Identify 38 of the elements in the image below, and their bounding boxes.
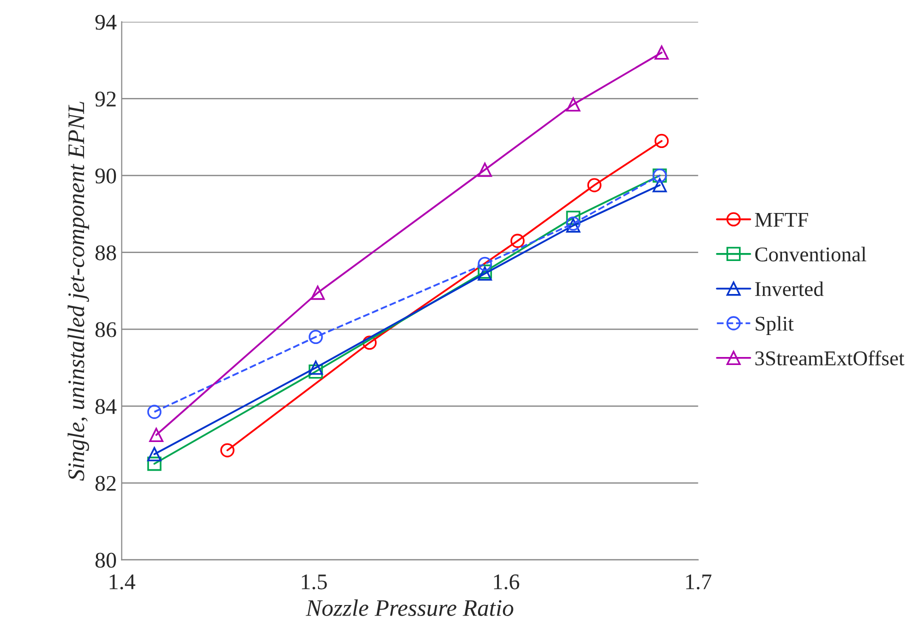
- y-tick-label: 94: [95, 14, 116, 30]
- y-tick-label: 88: [95, 245, 116, 260]
- y-tick-label: 90: [95, 168, 116, 184]
- y-tick-label: 86: [95, 322, 116, 338]
- point: [587, 178, 602, 192]
- point: [566, 210, 580, 225]
- y-axis-title: Single, uninstalled jet-component EPNL: [68, 102, 90, 481]
- point: [220, 443, 234, 458]
- point: [149, 428, 164, 442]
- point: [308, 330, 323, 344]
- point: [147, 404, 162, 419]
- y-tick-label: 80: [95, 552, 116, 568]
- point: [566, 97, 580, 112]
- y-tick-label: 92: [95, 92, 116, 107]
- point: [652, 178, 667, 192]
- legend-label: Split: [756, 316, 794, 335]
- legend-label: Inverted: [755, 281, 824, 296]
- point: [308, 364, 323, 379]
- y-tick-label: 84: [95, 399, 116, 414]
- x-tick-label: 1.5: [302, 574, 327, 590]
- legend-label: MFTF: [754, 212, 808, 227]
- point: [362, 336, 377, 350]
- legend-label: Conventional: [755, 246, 866, 262]
- x-axis-title: Nozzle Pressure Ratio: [306, 599, 514, 616]
- x-tick-label: 1.6: [494, 574, 520, 590]
- point: [308, 360, 323, 375]
- point: [654, 45, 669, 60]
- legend-label: 3StreamExtOffset: [755, 350, 904, 366]
- x-tick-label: 1.4: [110, 574, 136, 590]
- point: [510, 234, 525, 248]
- point: [310, 286, 325, 300]
- point: [147, 447, 162, 462]
- point: [147, 456, 162, 471]
- point: [478, 256, 492, 272]
- point: [654, 134, 669, 148]
- point: [478, 162, 492, 177]
- y-tick-label: 82: [95, 476, 116, 491]
- x-tick-label: 1.7: [686, 574, 712, 590]
